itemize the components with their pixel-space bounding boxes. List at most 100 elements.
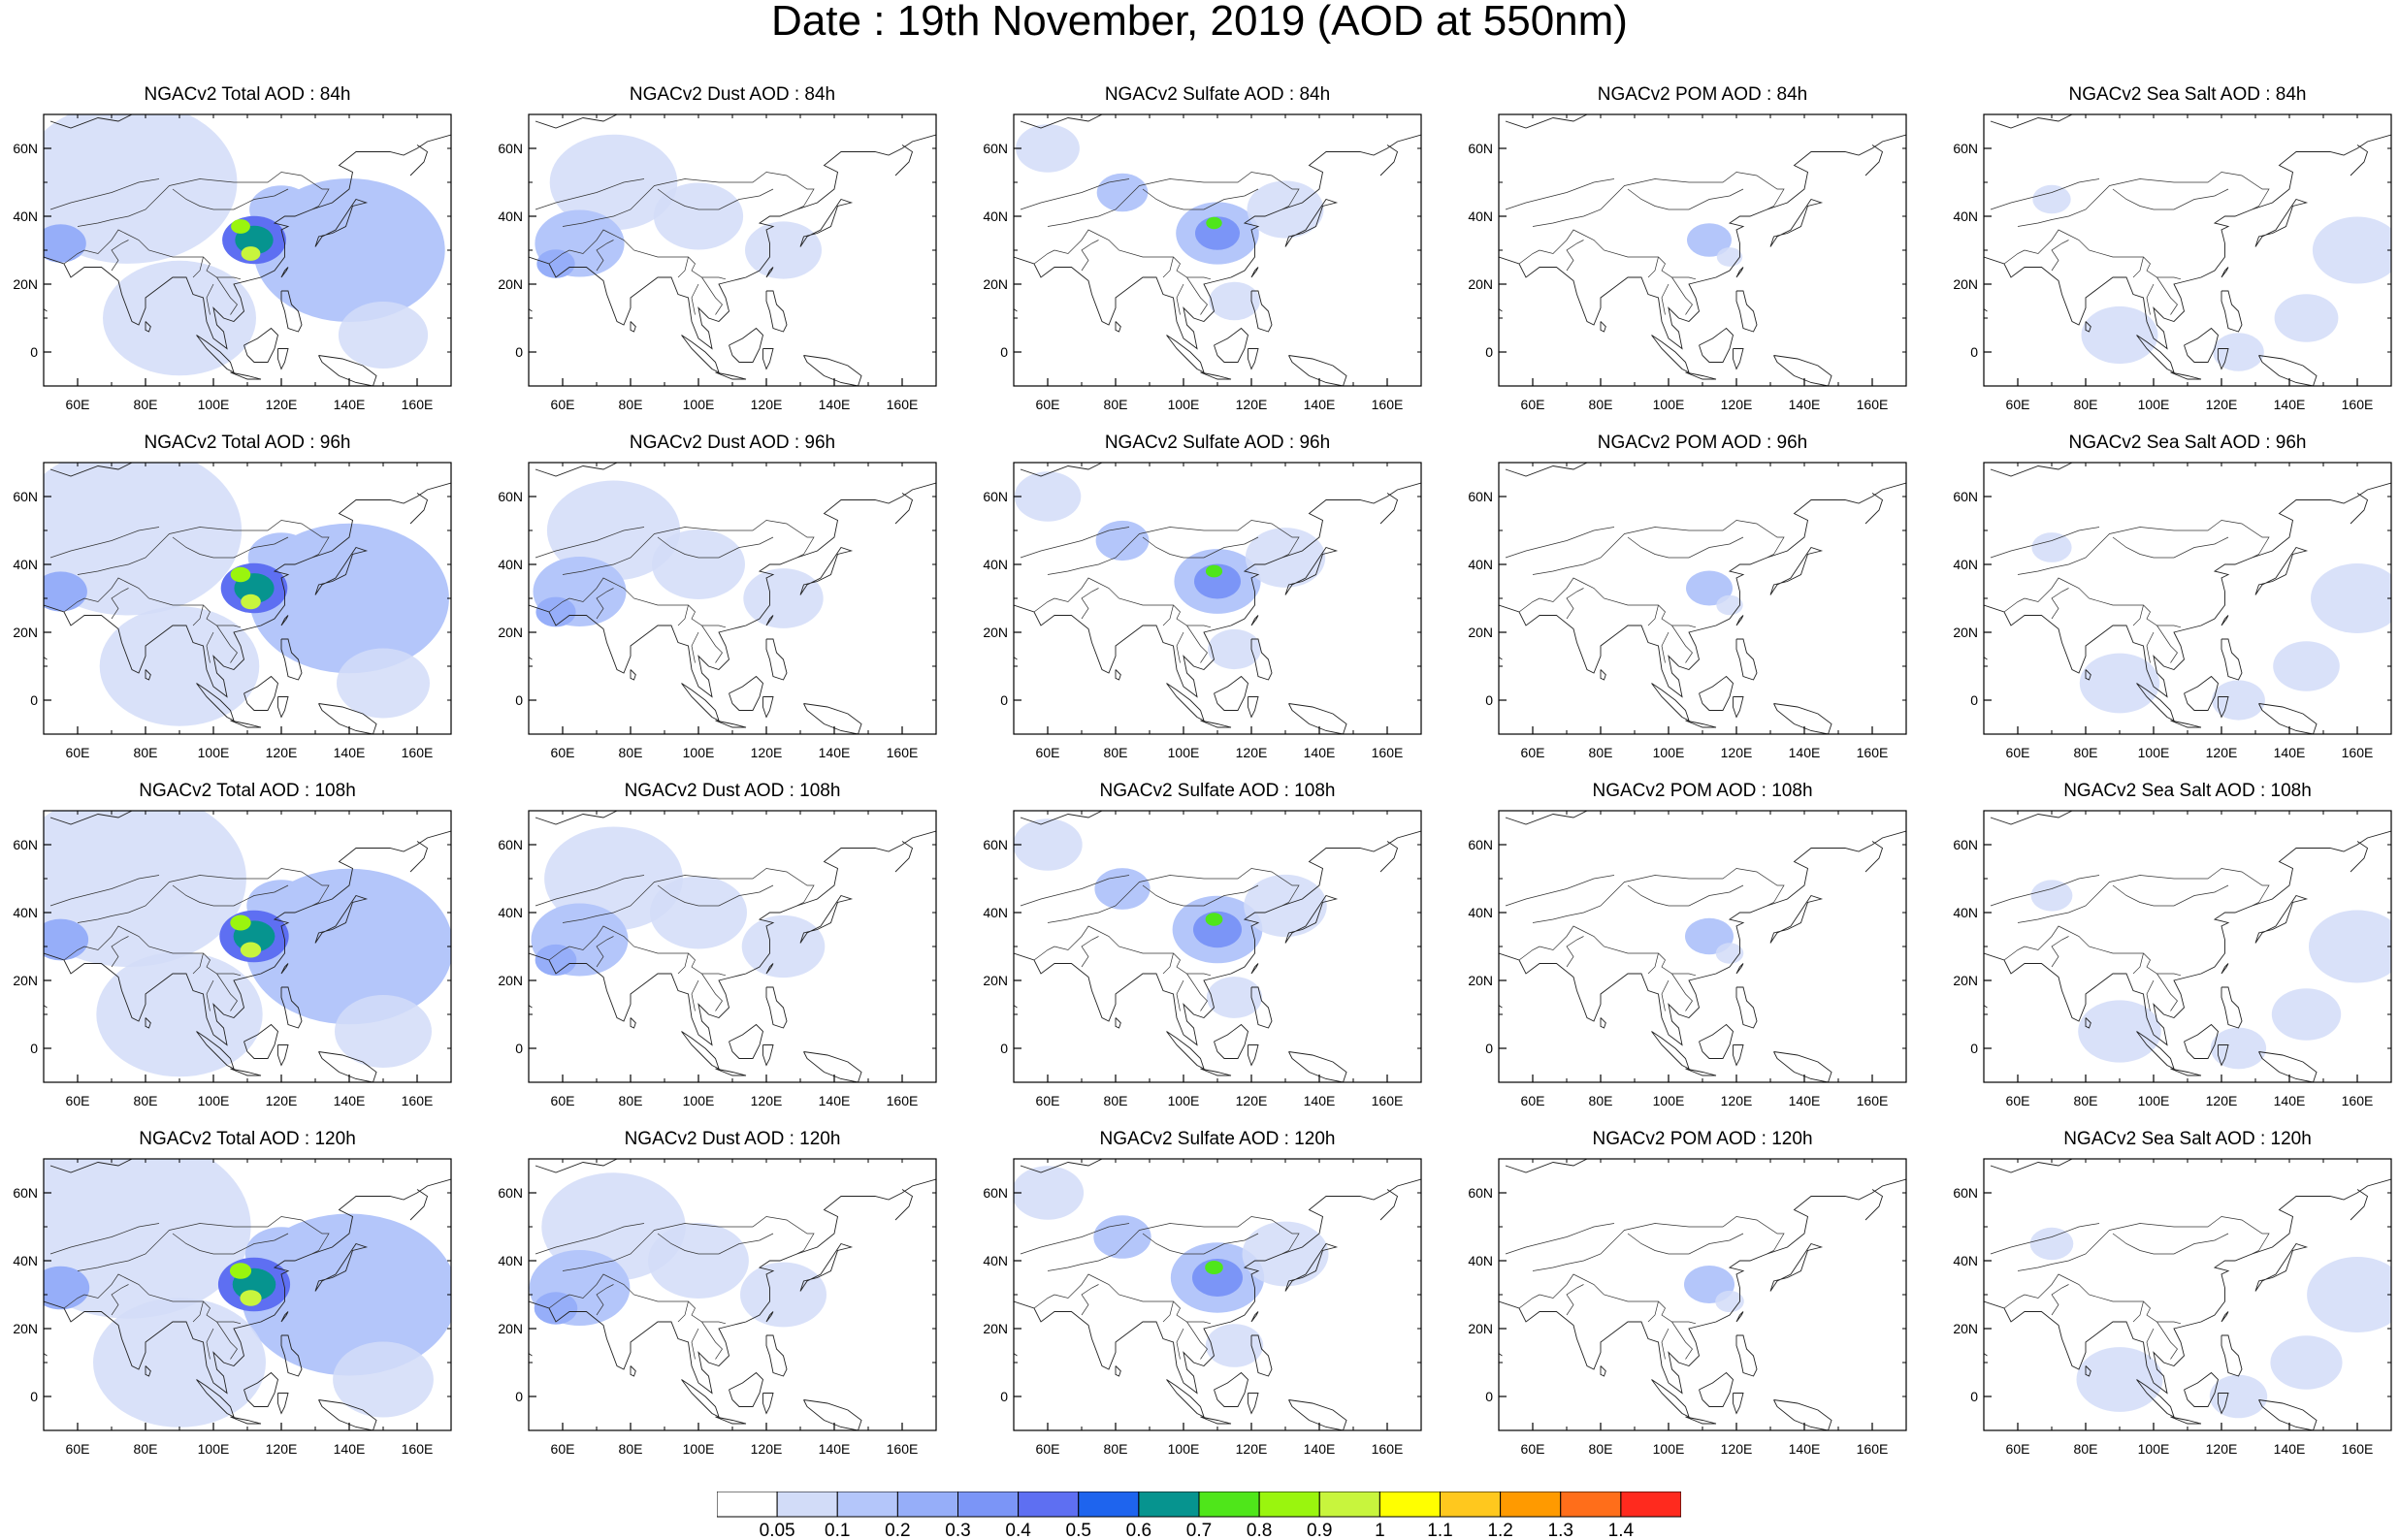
y-tick-label: 40N [13,905,38,920]
y-tick-label: 20N [1468,1321,1493,1336]
country-border [192,256,204,278]
map-plot: 60E 80E 100E 120E 140E 160E 60N 40N 20N 0 [13,810,452,1108]
aod-field-3 [653,182,744,250]
coastline [2184,1371,2219,1407]
panel-title: NGACv2 Total AOD : 120h [139,1129,356,1149]
x-tick-label: 120E [1236,397,1268,412]
coastline [1288,1051,1347,1082]
map-plot: 60E 80E 100E 120E 140E 160E 60N 40N 20N 0 [13,1158,452,1457]
country-border [562,1216,815,1271]
country-border [1020,1223,1130,1255]
coastline [799,546,854,595]
country-border [657,188,774,210]
country-border [2132,1300,2144,1323]
map-plot: 60E 80E 100E 120E 140E 160E 60N 40N 20N 0 [498,1158,937,1457]
coastline [1250,1334,1273,1377]
aod-field-2 [2271,988,2342,1041]
aod-field-9 [230,566,251,583]
x-tick-label: 140E [819,1093,851,1108]
coastline [762,696,774,719]
coastline [409,493,429,525]
country-border [1671,1321,1693,1360]
coastline [894,493,914,525]
x-tick-label: 100E [198,1093,230,1108]
coastline [409,841,429,873]
x-tick-label: 80E [134,745,158,760]
country-border [2003,946,2026,961]
coastline [2170,720,2202,728]
panel-title: NGACv2 Total AOD : 108h [139,781,356,801]
y-tick-label: 60N [983,837,1008,852]
coastline [314,894,369,944]
country-border [1566,936,1584,968]
aod-field-2 [1094,868,1151,910]
country-border [1539,577,1581,602]
aod-field-10 [240,1290,262,1306]
coastline [715,1068,747,1076]
coastline [1699,1371,1734,1407]
x-tick-label: 60E [551,745,575,760]
colorbar-label: 0.4 [1005,1521,1031,1540]
coastline [1379,493,1399,525]
country-border [548,1294,570,1309]
coastline [1379,1189,1399,1221]
aod-field-4 [1193,911,1242,948]
country-border [111,588,129,620]
y-tick-label: 40N [498,209,523,224]
aod-field-6 [338,302,429,369]
aod-field-1 [2307,1257,2391,1332]
coastline [1014,482,1421,698]
coastline [280,1311,289,1323]
aod-field-4 [743,568,824,628]
aod-field-6 [1247,180,1324,239]
coastline [1250,290,1273,333]
colorbar-box [1138,1492,1200,1518]
x-tick-label: 140E [2274,1093,2306,1108]
country-border [1627,1233,1744,1255]
x-tick-label: 100E [198,1441,230,1457]
country-border [1505,527,1615,559]
y-tick-label: 20N [1953,276,1978,292]
coastline [1248,348,1259,370]
x-tick-label: 140E [2274,397,2306,412]
aod-field-6 [1242,1221,1329,1287]
coastline [799,198,854,247]
country-border [206,979,214,1011]
coastline [535,463,619,477]
coastline [2170,371,2202,380]
map-plot: 60E 80E 100E 120E 140E 160E 60N 40N 20N 0 [1953,113,2392,412]
coastline [2350,841,2369,873]
coastline [1864,493,1884,525]
colorbar-label: 1.3 [1548,1521,1573,1540]
country-border [49,178,160,210]
colorbar-box [1018,1492,1080,1518]
panel-title: NGACv2 Sea Salt AOD : 120h [2063,1129,2312,1149]
x-tick-label: 160E [1857,397,1889,412]
y-tick-label: 0 [1485,692,1493,708]
y-tick-label: 0 [1485,1041,1493,1056]
country-border [1142,188,1259,210]
coastline [1214,1023,1248,1059]
coastline [799,1242,854,1292]
country-border [548,249,570,265]
map-panel-total-3: NGACv2 Total AOD : 108h 60E 80E 100E 120E 140… [5,782,490,1126]
coastline [681,1379,720,1418]
country-border [2156,1321,2178,1360]
coastline [2221,986,2243,1029]
aod-field-4 [740,1262,827,1328]
country-border [1532,1216,1785,1271]
y-tick-label: 40N [1468,905,1493,920]
aod-field-5 [1205,913,1223,926]
x-tick-label: 80E [134,397,158,412]
coastline [2218,696,2229,719]
coastline [529,830,936,1046]
country-border [2132,604,2144,626]
coastline [49,1159,134,1173]
y-tick-label: 0 [1970,692,1978,708]
coastline [409,144,429,176]
x-tick-label: 120E [1236,745,1268,760]
coastline [1020,114,1104,129]
y-tick-label: 60N [1468,141,1493,156]
coastline [1499,482,1906,698]
colorbar-box [836,1492,898,1518]
